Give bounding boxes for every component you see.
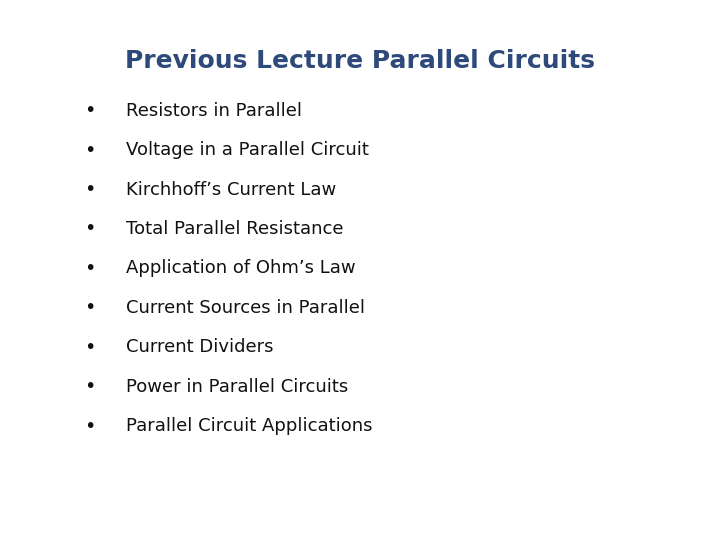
Text: Parallel Circuit Applications: Parallel Circuit Applications <box>126 417 372 435</box>
Text: Voltage in a Parallel Circuit: Voltage in a Parallel Circuit <box>126 141 369 159</box>
Text: Kirchhoff’s Current Law: Kirchhoff’s Current Law <box>126 180 336 199</box>
Text: •: • <box>84 180 96 199</box>
Text: •: • <box>84 338 96 357</box>
Text: Power in Parallel Circuits: Power in Parallel Circuits <box>126 377 348 396</box>
Text: Current Dividers: Current Dividers <box>126 338 274 356</box>
Text: Previous Lecture Parallel Circuits: Previous Lecture Parallel Circuits <box>125 49 595 72</box>
Text: •: • <box>84 219 96 239</box>
Text: •: • <box>84 140 96 160</box>
Text: •: • <box>84 298 96 318</box>
Text: Total Parallel Resistance: Total Parallel Resistance <box>126 220 343 238</box>
Text: •: • <box>84 259 96 278</box>
Text: Resistors in Parallel: Resistors in Parallel <box>126 102 302 120</box>
Text: Application of Ohm’s Law: Application of Ohm’s Law <box>126 259 356 278</box>
Text: •: • <box>84 377 96 396</box>
Text: •: • <box>84 416 96 436</box>
Text: Current Sources in Parallel: Current Sources in Parallel <box>126 299 365 317</box>
Text: •: • <box>84 101 96 120</box>
